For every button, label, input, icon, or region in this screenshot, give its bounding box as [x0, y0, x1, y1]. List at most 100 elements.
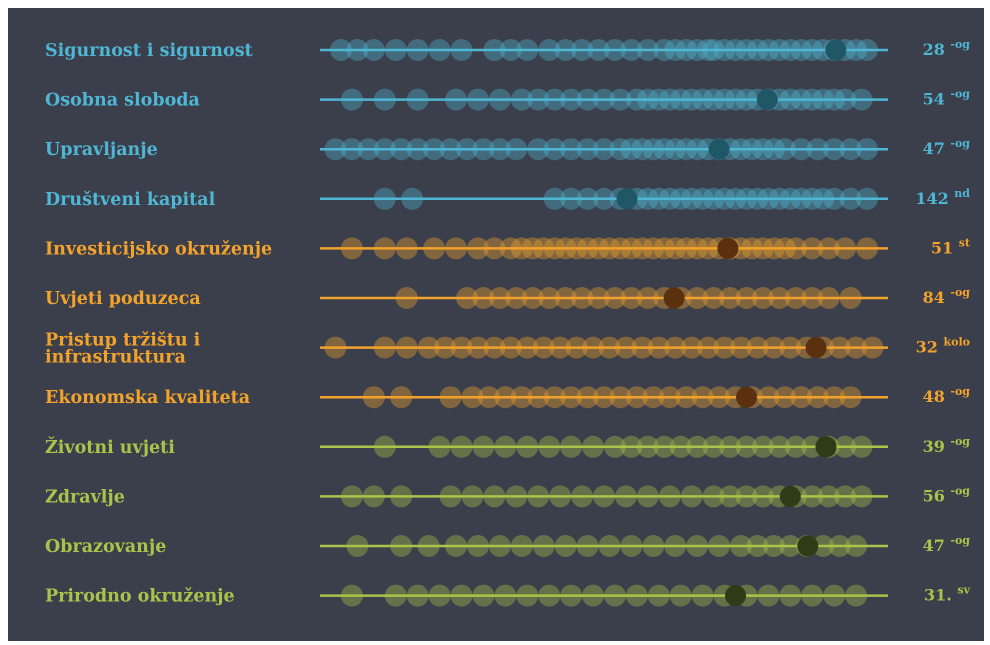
distribution-dot	[664, 39, 687, 61]
distribution-dot	[466, 535, 489, 557]
distribution-dot	[680, 336, 703, 359]
distribution-dot	[730, 138, 752, 161]
distribution-dot	[565, 336, 588, 359]
distribution-dot	[439, 386, 462, 409]
distribution-dot	[510, 88, 533, 111]
distribution-dot	[340, 485, 363, 508]
distribution-dot	[593, 386, 615, 409]
distribution-dot	[516, 39, 539, 61]
distribution-dot	[428, 435, 451, 458]
distribution-dot	[735, 287, 758, 309]
distribution-dot	[669, 584, 692, 607]
distribution-dot	[395, 336, 418, 359]
rank-label: 28 -og	[923, 38, 971, 59]
distribution-dot	[450, 435, 473, 458]
distribution-dot	[554, 237, 577, 260]
distribution-dot	[527, 386, 550, 409]
distribution-dot	[658, 187, 681, 210]
distribution-dot	[856, 237, 879, 260]
distribution-dot	[560, 138, 583, 161]
distribution-dot	[713, 336, 736, 359]
distribution-dot	[483, 485, 506, 508]
distribution-dot	[598, 237, 621, 260]
distribution-dot	[620, 435, 643, 458]
distribution-dot	[740, 237, 763, 260]
distribution-dot	[461, 386, 484, 409]
distribution-dot	[779, 336, 802, 359]
distribution-dot	[620, 535, 643, 557]
row-label: Obrazovanje	[45, 537, 166, 557]
distribution-dot	[740, 138, 763, 161]
distribution-dot	[450, 584, 473, 607]
distribution-dot	[521, 237, 544, 260]
distribution-dot	[834, 485, 857, 508]
distribution-dot	[746, 39, 769, 61]
distribution-dot	[329, 39, 352, 61]
distribution-dot	[636, 187, 659, 210]
distribution-dot	[324, 336, 347, 359]
distribution-dot	[340, 138, 363, 161]
distribution-dot	[823, 584, 846, 607]
distribution-dot	[373, 435, 396, 458]
distribution-dot	[856, 39, 879, 61]
distribution-dot	[614, 485, 637, 508]
distribution-dot	[653, 237, 676, 260]
distribution-dot	[801, 237, 824, 260]
distribution-dot	[757, 39, 780, 61]
distribution-dot	[461, 485, 484, 508]
distribution-dot	[603, 287, 626, 309]
distribution-dot	[445, 88, 468, 111]
distribution-dot	[746, 336, 769, 359]
distribution-dot	[823, 187, 846, 210]
distribution-dot	[499, 336, 522, 359]
rank-label: 32 kolo	[916, 336, 970, 357]
distribution-dot	[428, 39, 451, 61]
distribution-dot	[510, 386, 533, 409]
distribution-dot	[784, 287, 807, 309]
distribution-dot	[445, 237, 468, 260]
distribution-dot	[423, 237, 446, 260]
distribution-dot	[647, 88, 670, 111]
distribution-dot	[779, 88, 802, 111]
distribution-dot	[384, 584, 407, 607]
distribution-dot	[373, 336, 396, 359]
distribution-dot	[779, 39, 802, 61]
distribution-dot	[834, 435, 857, 458]
distribution-dot	[642, 386, 665, 409]
distribution-dot	[620, 237, 643, 260]
distribution-dot	[472, 435, 495, 458]
distribution-dot	[735, 39, 758, 61]
distribution-dot	[593, 485, 615, 508]
distribution-dot	[445, 535, 468, 557]
distribution-dot	[768, 287, 791, 309]
distribution-dot	[762, 237, 785, 260]
country-marker	[717, 237, 739, 259]
distribution-dot	[751, 237, 774, 260]
distribution-dot	[675, 237, 698, 260]
distribution-dot	[554, 287, 577, 309]
chart-panel: Sigurnost i sigurnost 28 -og Osobna slobod…	[8, 8, 984, 641]
distribution-dot	[702, 287, 725, 309]
distribution-dot	[664, 138, 687, 161]
distribution-dot	[779, 535, 802, 557]
distribution-dot	[839, 187, 862, 210]
distribution-dot	[532, 535, 555, 557]
row-label: Životni uvjeti	[45, 437, 175, 458]
distribution-dot	[527, 138, 550, 161]
distribution-dot	[735, 435, 758, 458]
distribution-dot	[576, 138, 599, 161]
distribution-dot	[773, 386, 796, 409]
distribution-dot	[423, 138, 446, 161]
distribution-dot	[773, 138, 796, 161]
distribution-dot	[505, 485, 528, 508]
distribution-dot	[395, 287, 418, 309]
rank-label: 39 -og	[923, 435, 971, 456]
distribution-dot	[735, 485, 758, 508]
distribution-dot	[516, 435, 539, 458]
distribution-dot	[565, 237, 588, 260]
distribution-dot	[631, 237, 654, 260]
distribution-dot	[434, 336, 457, 359]
distribution-dot	[686, 237, 709, 260]
distribution-dot	[549, 485, 572, 508]
distribution-dot	[494, 435, 517, 458]
